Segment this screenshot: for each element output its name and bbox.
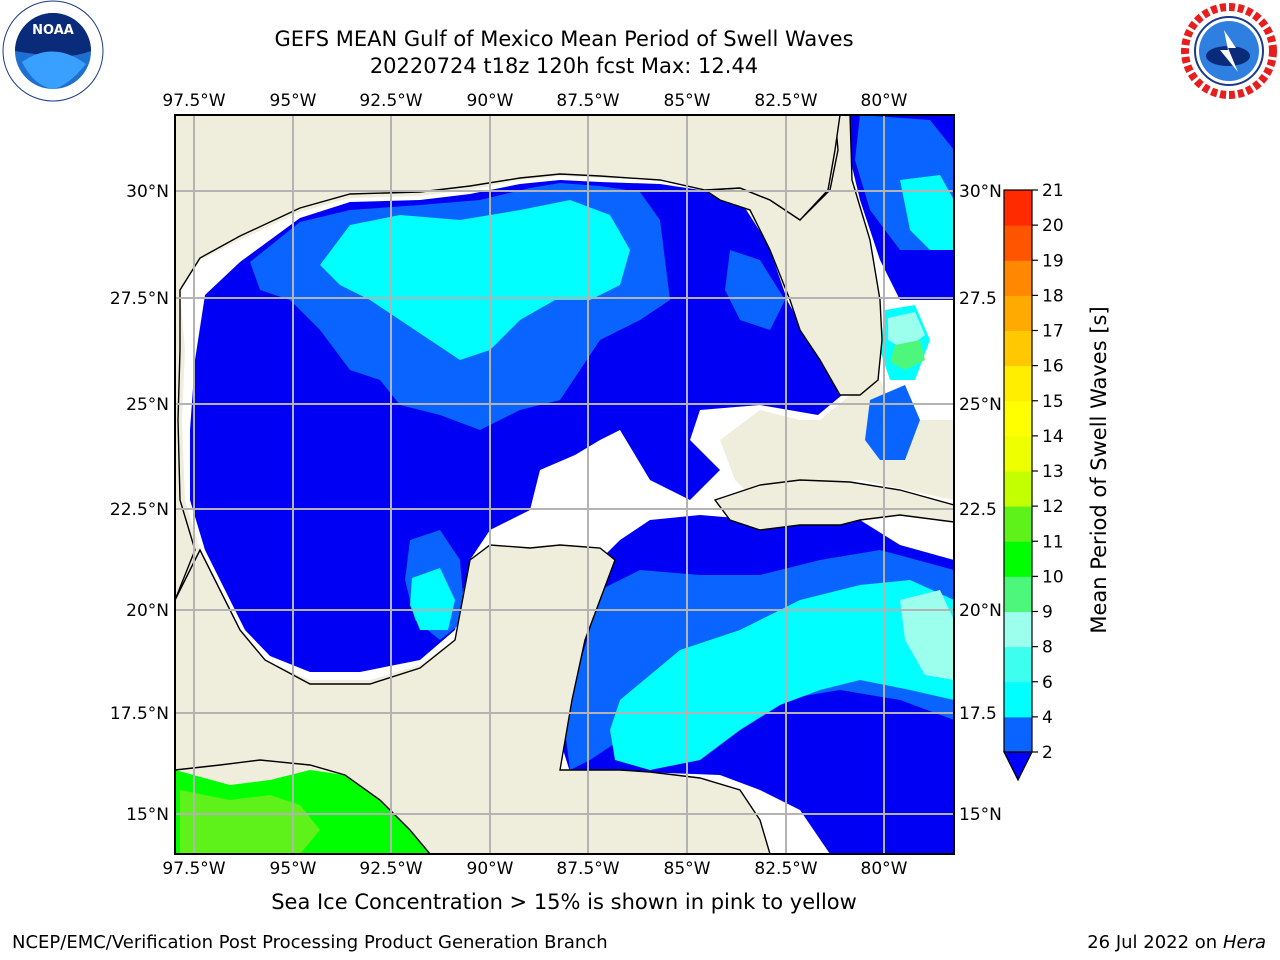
lat-label-left: 17.5°N [110,704,169,724]
colorbar-segment [1004,506,1032,542]
lon-label-top: 87.5°W [556,91,619,111]
lat-label-right: 15°N [959,805,1002,825]
colorbar-tick-label: 9 [1042,603,1053,623]
title-line-2: 20220724 t18z 120h fcst Max: 12.44 [369,54,759,78]
swell-6s-bay [410,568,455,630]
lon-label-bottom: 82.5°W [754,859,817,879]
yucatan-central-america [175,544,771,854]
colorbar-segment [1004,541,1032,577]
cuba [713,479,954,531]
swell-9s-patch [890,340,925,370]
lat-label-right: 17.5 [959,704,997,724]
lon-label-top: 80°W [861,91,908,111]
lon-label-bottom: 95°W [270,859,317,879]
colorbar-tick-label: 21 [1042,181,1064,201]
swell-pacific-12s [180,790,320,854]
colorbar-tick-label: 20 [1042,216,1064,236]
footer-branch: NCEP/EMC/Verification Post Processing Pr… [12,932,608,953]
colorbar-segment [1004,365,1032,402]
footer-machine: Hera [1222,932,1266,953]
colorbar-extend-arrow [1003,751,1033,782]
colorbar-segment [1004,681,1032,718]
colorbar-segment [1004,611,1032,648]
colorbar-segment [1004,435,1032,472]
lat-labels-left: 30°N 27.5°N 25°N 22.5°N 20°N 17.5°N 15°N [110,182,169,825]
colorbar-segment [1004,400,1032,437]
colorbar-tick-label: 12 [1042,497,1064,517]
colorbar-tick-label: 13 [1042,462,1064,482]
swell-8s-atlantic [888,312,925,350]
map-grid [175,115,954,854]
colorbar-segment [1004,260,1032,296]
lat-label-right: 27.5 [959,289,997,309]
colorbar-tick-label: 16 [1042,357,1064,377]
sea-ice-note: Sea Ice Concentration > 15% is shown in … [271,890,857,914]
colorbar-tick-label: 15 [1042,392,1064,412]
lon-label-bottom: 90°W [467,859,514,879]
colorbar-segment [1004,190,1032,226]
florida-peninsula [702,115,883,396]
colorbar-tick-label: 8 [1042,638,1053,658]
colorbar-segment [1004,330,1032,367]
colorbar-segment [1004,471,1032,507]
lat-label-right: 20°N [959,601,1002,621]
swell-8s-caribbean [900,590,954,680]
lon-label-top: 90°W [467,91,514,111]
colorbar-tick-label: 11 [1042,532,1064,552]
lat-label-left: 25°N [126,395,169,415]
lon-label-bottom: 87.5°W [556,859,619,879]
colorbar-tick-label: 4 [1042,708,1053,728]
colorbar-segment [1004,295,1032,331]
colorbar: 2 4 6 8 9 10 11 12 13 14 15 16 17 18 19 20 21 [1003,181,1064,782]
noaa-logo: NOAA [2,0,104,102]
lon-label-top: 95°W [270,91,317,111]
lat-label-left: 20°N [126,601,169,621]
swell-6s-gulf [320,200,630,360]
lat-label-right: 25°N [959,395,1002,415]
swell-6s-atlantic [900,175,954,250]
lon-label-bottom: 97.5°W [162,859,225,879]
lat-labels-right: 30°N 27.5 25°N 22.5 20°N 17.5 15°N [959,182,1002,825]
colorbar-tick-label: 17 [1042,322,1064,342]
title-line-1: GEFS MEAN Gulf of Mexico Mean Period of … [274,27,854,51]
nws-logo [1180,2,1278,100]
lat-label-left: 22.5°N [110,500,169,520]
swell-6s-caribbean [610,580,954,770]
mexico-texas-west [175,115,841,601]
lat-label-left: 30°N [126,182,169,202]
colorbar-tick-label: 19 [1042,251,1064,271]
colorbar-tick-label: 6 [1042,673,1053,693]
map-frame [174,114,955,855]
lat-label-right: 22.5 [959,500,997,520]
colorbar-segment [1004,225,1032,261]
lon-label-top: 92.5°W [359,91,422,111]
lat-label-left: 15°N [126,805,169,825]
colorbar-segment [1004,646,1032,683]
lat-label-right: 30°N [959,182,1002,202]
lon-label-bottom: 80°W [861,859,908,879]
colorbar-tick-label: 14 [1042,427,1064,447]
lon-label-top: 85°W [664,91,711,111]
lon-label-top: 82.5°W [754,91,817,111]
colorbar-label: Mean Period of Swell Waves [s] [1087,306,1111,633]
footer-date: 26 Jul 2022 on Hera [1087,932,1266,953]
swell-4s-east [725,250,785,330]
lat-label-left: 27.5°N [110,289,169,309]
map-panel [175,115,954,854]
colorbar-tick-label: 18 [1042,286,1064,306]
lon-labels-top: 97.5°W 95°W 92.5°W 90°W 87.5°W 85°W 82.5… [162,91,907,111]
lon-labels-bottom: 97.5°W 95°W 92.5°W 90°W 87.5°W 85°W 82.5… [162,859,907,879]
noaa-logo-text: NOAA [32,23,74,38]
colorbar-segment [1004,716,1032,753]
lon-label-bottom: 92.5°W [359,859,422,879]
colorbar-segment [1004,576,1032,612]
lon-label-bottom: 85°W [664,859,711,879]
footer-date-text: 26 Jul 2022 on [1087,932,1218,953]
lon-label-top: 97.5°W [162,91,225,111]
colorbar-tick-label: 2 [1042,743,1053,763]
colorbar-tick-label: 10 [1042,567,1064,587]
